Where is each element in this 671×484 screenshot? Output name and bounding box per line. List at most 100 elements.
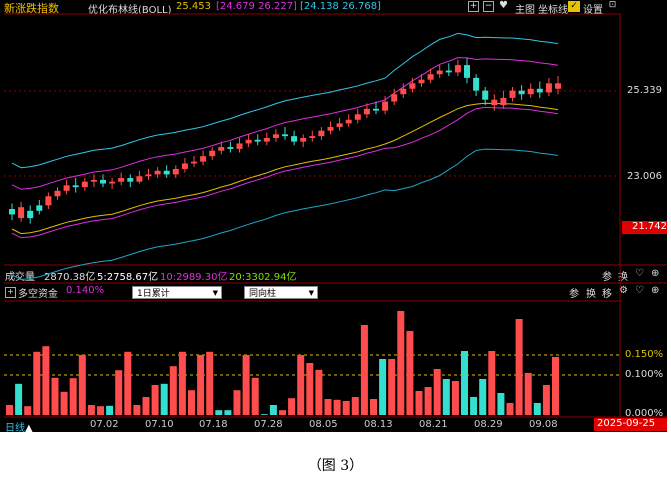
indicator-name[interactable]: 优化布林线(BOLL) bbox=[88, 5, 172, 16]
gridline-button[interactable]: 坐标线 bbox=[538, 5, 568, 16]
fund-param-button[interactable]: 参 bbox=[569, 289, 579, 300]
period-label-text: 日线 bbox=[5, 423, 25, 434]
fund-bar bbox=[60, 391, 68, 415]
candle-body bbox=[236, 143, 243, 149]
fund-bar bbox=[197, 355, 205, 415]
fund-move-button[interactable]: 移 bbox=[602, 289, 612, 300]
candle-body bbox=[9, 209, 15, 215]
fund-bar bbox=[497, 393, 505, 415]
volume-heart-icon[interactable]: ♡ bbox=[635, 268, 644, 279]
heart-icon[interactable]: ♥ bbox=[499, 0, 508, 11]
fund-bar bbox=[24, 406, 32, 415]
candle-body bbox=[354, 114, 361, 120]
date-tick: 08.29 bbox=[474, 419, 503, 430]
candle-body bbox=[272, 134, 279, 138]
expand-icon[interactable]: ⊡ bbox=[608, 0, 617, 10]
candle-body bbox=[391, 94, 398, 102]
settings-button[interactable]: 设置 bbox=[583, 5, 603, 16]
fund-axis-label-zero: 0.000% bbox=[625, 408, 664, 419]
current-price-badge: 21.742 bbox=[622, 221, 667, 234]
candle-body bbox=[427, 74, 434, 80]
fund-bar bbox=[315, 369, 323, 415]
fund-bar bbox=[351, 397, 359, 415]
date-tick: 08.21 bbox=[419, 419, 448, 430]
candle-body bbox=[54, 190, 61, 197]
fund-bar bbox=[506, 403, 514, 415]
boll-lower-line bbox=[11, 106, 559, 239]
candle-body bbox=[163, 170, 170, 175]
volume-switch-button[interactable]: 换 bbox=[618, 272, 628, 283]
fund-zoom-icon[interactable]: ⊕ bbox=[651, 285, 660, 296]
fund-bar bbox=[242, 355, 250, 415]
fund-bar bbox=[379, 359, 387, 415]
fund-heart-icon[interactable]: ♡ bbox=[635, 285, 644, 296]
fund-bar bbox=[206, 351, 214, 415]
bar-mode-select-value: 同向柱 bbox=[249, 289, 277, 299]
fund-bar bbox=[160, 383, 168, 415]
candle-body bbox=[555, 83, 561, 89]
volume-zoom-icon[interactable]: ⊕ bbox=[651, 268, 660, 279]
volume-ma5: 5:2758.67亿 bbox=[97, 272, 159, 283]
fund-bar bbox=[78, 355, 86, 415]
candle-body bbox=[536, 88, 543, 93]
fund-bar bbox=[324, 399, 332, 415]
date-tick: 08.13 bbox=[364, 419, 393, 430]
fund-bar bbox=[224, 410, 232, 415]
fund-bar bbox=[251, 377, 259, 415]
candle-body bbox=[218, 147, 225, 151]
bar-mode-select[interactable]: 同向柱 ▼ bbox=[244, 286, 318, 299]
fund-bar bbox=[451, 381, 459, 415]
fund-bar bbox=[424, 387, 432, 415]
candle-body bbox=[36, 205, 43, 211]
chevron-down-icon: ▼ bbox=[212, 289, 218, 297]
volume-label: 成交量 bbox=[5, 272, 35, 283]
fund-switch-button[interactable]: 换 bbox=[586, 289, 596, 300]
boll-outer-upper-line bbox=[11, 32, 559, 169]
fund-bar bbox=[260, 414, 268, 415]
date-tick: 07.28 bbox=[254, 419, 283, 430]
candle-body bbox=[282, 134, 288, 137]
candle-body bbox=[345, 119, 352, 124]
main-chart-button[interactable]: 主图 bbox=[515, 5, 535, 16]
volume-ma20: 20:3302.94亿 bbox=[229, 272, 297, 283]
volume-param-button[interactable]: 参 bbox=[602, 272, 612, 283]
check-icon[interactable]: ✓ bbox=[568, 1, 580, 12]
fund-bar bbox=[69, 378, 77, 415]
index-name[interactable]: 新涨跌指数 bbox=[4, 2, 59, 15]
fund-bar bbox=[433, 369, 441, 415]
fund-bar bbox=[488, 351, 496, 415]
period-label[interactable]: 日线▲ bbox=[5, 419, 33, 434]
candle-body bbox=[327, 127, 334, 131]
zoom-in-icon[interactable]: + bbox=[468, 1, 479, 12]
fund-bar bbox=[515, 319, 523, 415]
fund-bar bbox=[542, 385, 550, 415]
candle-body bbox=[518, 90, 525, 95]
fund-expand-icon[interactable]: + bbox=[5, 287, 16, 298]
fund-bar bbox=[524, 373, 532, 415]
candle-body bbox=[409, 83, 416, 89]
boll-lower-range: [24.138 26.768] bbox=[300, 1, 381, 12]
fund-bar bbox=[333, 399, 341, 415]
fund-settings-icon[interactable]: ⚙ bbox=[619, 285, 628, 296]
fund-bar bbox=[97, 406, 104, 415]
fund-bar bbox=[442, 379, 450, 415]
boll-mid-line bbox=[11, 102, 559, 235]
fund-bar bbox=[6, 405, 13, 415]
fund-bar bbox=[388, 359, 396, 415]
boll-outer-lower-line bbox=[11, 148, 559, 281]
accumulation-select[interactable]: 1日累计 ▼ bbox=[132, 286, 222, 299]
candle-body bbox=[473, 77, 480, 91]
fund-bar bbox=[42, 346, 50, 415]
current-date: 2025-09-25 四 bbox=[597, 418, 656, 444]
fund-bar bbox=[51, 377, 59, 415]
zoom-out-icon[interactable]: − bbox=[483, 1, 494, 12]
fund-bar bbox=[397, 311, 405, 415]
candle-body bbox=[482, 90, 489, 100]
fund-axis-label-mid: 0.100% bbox=[625, 369, 664, 380]
candle-body bbox=[491, 99, 498, 106]
fund-bar bbox=[461, 351, 468, 415]
candle-body bbox=[172, 168, 179, 175]
fund-value: 0.140% bbox=[66, 285, 105, 296]
candle-body bbox=[464, 65, 470, 78]
candle-body bbox=[227, 147, 234, 149]
